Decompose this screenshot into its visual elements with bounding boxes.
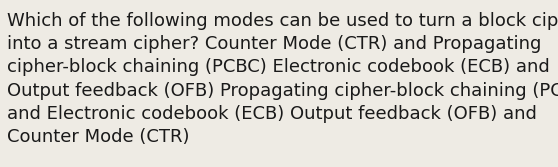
Text: Which of the following modes can be used to turn a block cipher
into a stream ci: Which of the following modes can be used… [7, 12, 558, 146]
